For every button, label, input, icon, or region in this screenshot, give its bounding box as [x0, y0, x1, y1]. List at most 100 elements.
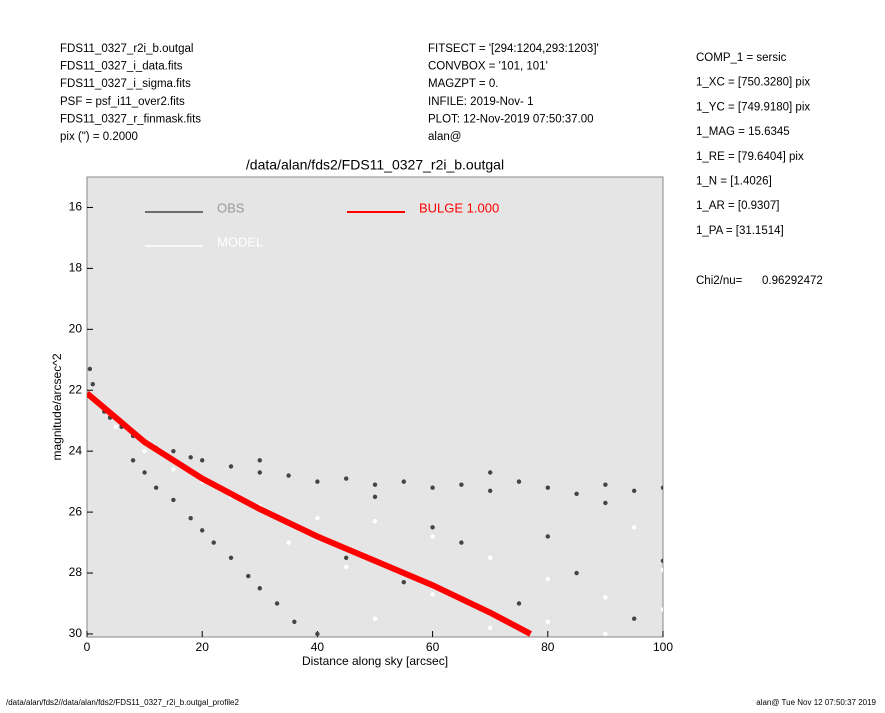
point [603, 595, 608, 600]
point [372, 482, 378, 487]
y-tick-label: 18 [69, 261, 83, 275]
header-line: CONVBOX = '101, 101' [428, 61, 548, 73]
point [545, 619, 550, 624]
point [228, 555, 234, 560]
y-tick-label: 30 [69, 626, 83, 640]
x-axis-label: Distance along sky [arcsec] [302, 654, 448, 668]
header-line: FDS11_0327_r2i_b.outgal [60, 43, 193, 55]
y-tick-label: 24 [69, 443, 83, 457]
point [574, 570, 579, 576]
point [257, 458, 262, 463]
fit-param: 1_MAG = 15.6345 [696, 126, 790, 138]
point [246, 573, 251, 579]
point [488, 555, 493, 560]
point [488, 488, 493, 493]
x-tick-label: 60 [426, 640, 440, 654]
point [459, 482, 464, 487]
point [660, 567, 663, 573]
point [632, 616, 637, 621]
point [632, 488, 637, 493]
point [372, 494, 378, 500]
x-tick-label: 0 [84, 640, 91, 654]
point [372, 519, 378, 524]
point [274, 601, 280, 606]
chart-title: /data/alan/fds2/FDS11_0327_r2i_b.outgal [246, 157, 504, 173]
y-tick-label: 20 [69, 321, 83, 335]
point [171, 497, 176, 503]
point [228, 464, 234, 469]
point [142, 470, 147, 475]
point [660, 485, 663, 490]
header-line: INFILE: 2019-Nov- 1 [428, 96, 533, 108]
footer-left: /data/alan/fds2//data/alan/fds2/FDS11_03… [6, 698, 239, 707]
point [315, 631, 320, 637]
point [344, 555, 349, 560]
plot-marks [87, 366, 663, 637]
point [401, 479, 406, 484]
y-tick-label: 22 [69, 382, 83, 396]
y-tick-label: 26 [69, 504, 83, 518]
point [430, 592, 435, 597]
point [660, 558, 663, 564]
point [286, 540, 291, 545]
point [142, 448, 147, 454]
point [90, 381, 95, 387]
y-tick-label: 16 [69, 200, 83, 214]
point [430, 485, 435, 490]
point [372, 616, 378, 621]
fit-param: 1_N = [1.4026] [696, 176, 772, 188]
header-line: alan@ [428, 131, 461, 143]
fit-param: COMP_1 = sersic [696, 52, 787, 64]
point [171, 448, 176, 454]
y-tick-label: 28 [69, 565, 83, 579]
point [286, 473, 291, 478]
fit-param: 1_AR = [0.9307] [696, 200, 779, 212]
point [292, 619, 297, 624]
point [488, 625, 493, 631]
point [632, 525, 637, 530]
footer-right: alan@ Tue Nov 12 07:50:37 2019 [756, 698, 876, 707]
point [401, 579, 406, 585]
point [603, 631, 608, 637]
legend-label: MODEL [217, 234, 263, 249]
point [516, 601, 522, 606]
point [430, 534, 435, 539]
point [171, 467, 176, 472]
point [211, 540, 216, 545]
point [516, 479, 522, 484]
point [200, 528, 205, 533]
header-line: PSF = psf_i11_over2.fits [60, 96, 185, 108]
point [574, 491, 579, 497]
point [459, 540, 464, 545]
fit-param: 1_YC = [749.9180] pix [696, 101, 810, 113]
point [200, 458, 205, 463]
y-axis-label: magnitude/arcsec^2 [50, 353, 64, 460]
point [545, 534, 550, 539]
header-line: pix (") = 0.2000 [60, 131, 138, 143]
fit-param: 1_PA = [31.1514] [696, 225, 784, 237]
model-line [87, 391, 532, 637]
point [113, 424, 119, 430]
point [315, 515, 320, 521]
point [545, 485, 550, 490]
point [660, 607, 663, 612]
point [257, 470, 262, 475]
point [488, 470, 493, 475]
fit-param: 1_XC = [750.3280] pix [696, 77, 810, 89]
x-tick-label: 40 [311, 640, 325, 654]
header-line: PLOT: 12-Nov-2019 07:50:37.00 [428, 113, 594, 125]
point [603, 482, 608, 487]
chi2-value: 0.96292472 [762, 275, 823, 287]
point [430, 525, 435, 530]
header-line: FITSECT = '[294:1204,293:1203]' [428, 43, 599, 55]
header-line: FDS11_0327_i_sigma.fits [60, 78, 191, 90]
x-tick-label: 80 [541, 640, 555, 654]
x-tick-label: 20 [196, 640, 210, 654]
point [153, 485, 159, 490]
point [344, 564, 349, 570]
fit-param: 1_RE = [79.6404] pix [696, 151, 804, 163]
point [257, 586, 262, 591]
header-line: MAGZPT = 0. [428, 78, 498, 90]
point [87, 366, 93, 372]
